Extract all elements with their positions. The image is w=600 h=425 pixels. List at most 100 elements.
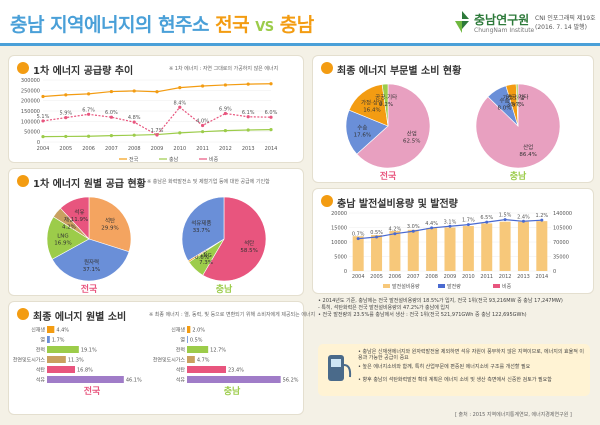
category-label: 천연및도시가스 [13, 357, 46, 364]
bar [47, 376, 124, 383]
slice-label: LNG [200, 253, 211, 259]
bar [462, 226, 474, 271]
bar [407, 229, 419, 271]
data-label: 5.1% [37, 114, 50, 120]
x-tick-label: 2006 [82, 146, 95, 152]
series-line [42, 106, 272, 136]
data-point [41, 119, 45, 123]
data-point [64, 134, 68, 139]
category-label: 석유 [36, 377, 46, 384]
x-tick-label: 2012 [219, 146, 232, 152]
slice-value: 33.7% [193, 228, 210, 234]
y2-tick-label: 105000 [553, 226, 572, 232]
data-point [109, 89, 113, 94]
chart-power: 0 0 5000 35000 10000 70000 15000 105000 20000 140… [331, 211, 572, 290]
y2-tick-label: 35000 [553, 255, 569, 261]
bulb-icon [17, 308, 29, 320]
x-tick-label: 2006 [389, 274, 402, 280]
data-label: 1.5% [499, 213, 512, 219]
data-point [132, 133, 136, 137]
slice-value: 0.6% [195, 255, 209, 261]
panel-power: 충남 발전설비용량 및 발전량 0 0 5000 35000 10000 70000 150… [312, 188, 594, 294]
bar [47, 346, 79, 353]
bar-value: 19.1% [81, 348, 97, 354]
legend-label: 비중 [502, 283, 512, 290]
region-label: 충남 [224, 385, 241, 397]
legend-label: 전국 [129, 156, 139, 163]
chart-primary-source: 석탄29.9%원자력37.1%LNG16.9%재생4.2%석유11.9%전국석탄… [46, 196, 267, 295]
slice-label: 가정·상업 [503, 93, 525, 101]
chart-final-sector: 산업62.5%수송17.6%가정·상업16.4%공공·기타2.2%전국산업86.… [345, 83, 561, 182]
slice-value: 86.4% [519, 152, 536, 158]
bar [187, 336, 188, 343]
org-name-en: ChungNam Institute [474, 27, 535, 34]
data-point [201, 130, 205, 134]
data-point [178, 131, 182, 135]
title-vs: VS [255, 20, 274, 35]
bar-value: 16.8% [77, 368, 93, 374]
bar [481, 223, 493, 271]
issue-info: CNI 인포그래픽 제19호 (2016. 7. 14 발행) [535, 15, 596, 31]
source-note: [ 출처 : 2015 지역에너지통계연보, 에너지경제연구원 ] [455, 412, 572, 418]
x-tick-label: 2005 [59, 146, 72, 152]
data-label: 1.7% [151, 128, 164, 134]
pie-slice [381, 83, 389, 127]
bar [187, 326, 191, 333]
legend-label: 비중 [209, 156, 219, 163]
section-title: 1차 에너지 공급량 추이 [33, 66, 134, 77]
slice-value: 0.7% [510, 102, 524, 108]
bar [499, 221, 511, 271]
legend-swatch [383, 284, 390, 288]
bar-value: 11.3% [68, 358, 84, 364]
data-point [269, 115, 273, 119]
y2-tick-label: 140000 [553, 211, 572, 217]
data-point [109, 133, 113, 138]
x-tick-label: 2012 [499, 274, 512, 280]
org-name: 충남연구원 [474, 13, 530, 27]
data-point [132, 120, 136, 124]
bar-value: 12.7% [210, 348, 226, 354]
data-label: 4.8% [128, 115, 141, 121]
summary-line: • 높은 에너지소비와 함께, 특히 산업부문에 편중된 에너지소비 구조를 개… [358, 364, 531, 370]
pie-slice [475, 83, 561, 169]
pie-slice [181, 196, 225, 262]
x-tick-label: 2009 [444, 274, 457, 280]
slice-label: 공공·기타 [375, 93, 397, 101]
bar [187, 376, 281, 383]
pie-slice [60, 196, 90, 240]
bar-value: 56.2% [283, 378, 299, 384]
slice-label: 석유제품 [191, 219, 211, 227]
data-point [540, 218, 544, 222]
y-tick-label: 200000 [21, 99, 40, 105]
data-label: 5.9% [59, 111, 72, 117]
summary-line: • 향후 충남의 석탄화력발전 확대 계획은 에너지 소비 및 생산 측면에서 … [358, 377, 552, 383]
data-label: 6.5% [480, 215, 493, 221]
data-point [448, 224, 452, 228]
org-logo-icon [455, 11, 469, 33]
data-point [155, 133, 159, 137]
data-label: 3.1% [444, 219, 457, 225]
data-point [178, 105, 182, 109]
data-point [393, 232, 397, 236]
data-point [269, 128, 273, 132]
data-point [375, 235, 379, 239]
slice-value: 37.1% [83, 267, 100, 273]
slice-label: 석유 [74, 208, 84, 216]
data-point [87, 134, 91, 138]
bar [517, 221, 529, 271]
slice-label: 산업 [407, 130, 417, 138]
data-point [466, 223, 470, 227]
data-point [411, 229, 415, 233]
page-title: 충남 지역에너지의 현주소 전국 VS 충남 [10, 10, 314, 37]
bar-value: 46.1% [126, 378, 142, 384]
title-national: 전국 [215, 14, 250, 36]
data-point [521, 219, 525, 223]
slice-label: 석탄 [244, 239, 254, 247]
data-label: 0.5% [370, 230, 383, 236]
summary-line: • 충남은 신재생에너지와 원자력발전을 제외하면 석유 자원이 풍부하지 않은… [358, 349, 585, 361]
y-tick-label: 20000 [331, 211, 347, 217]
data-label: 6.0% [265, 110, 278, 116]
x-tick-label: 2009 [151, 146, 164, 152]
slice-value: 2.2% [379, 102, 393, 108]
